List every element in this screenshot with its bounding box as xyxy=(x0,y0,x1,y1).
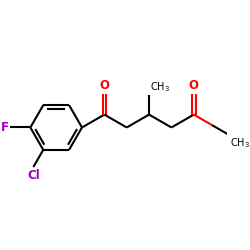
Text: CH$_3$: CH$_3$ xyxy=(230,136,250,150)
Text: F: F xyxy=(1,121,9,134)
Text: O: O xyxy=(99,79,109,92)
Text: O: O xyxy=(189,79,199,92)
Text: Cl: Cl xyxy=(27,169,40,182)
Text: CH$_3$: CH$_3$ xyxy=(150,80,170,94)
